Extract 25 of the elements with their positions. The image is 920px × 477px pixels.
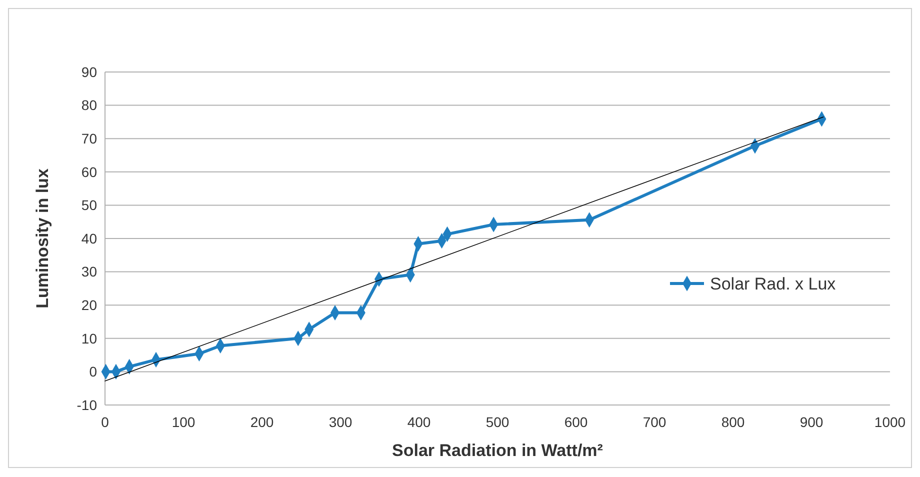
y-tick-label: 20: [81, 297, 98, 313]
y-axis-title: Luminosity in lux: [33, 168, 52, 308]
x-tick-label: 900: [800, 414, 824, 430]
y-tick-label: -10: [76, 396, 98, 413]
x-tick-label: 800: [721, 414, 745, 430]
x-tick-label: 400: [407, 414, 431, 430]
x-tick-label: 0: [101, 414, 110, 430]
x-axis-title: Solar Radiation in Watt/m²: [392, 441, 604, 460]
y-tick-label: 50: [81, 197, 98, 214]
x-tick-label: 500: [486, 414, 510, 430]
y-tick-label: 60: [81, 164, 98, 180]
x-tick-label: 1000: [874, 414, 906, 430]
y-tick-label: 10: [81, 330, 98, 346]
y-tick-label: 0: [89, 364, 98, 380]
y-tick-label: 90: [81, 64, 98, 80]
y-tick-label: 70: [81, 130, 98, 146]
x-tick-label: 100: [172, 414, 196, 430]
y-tick-label: 30: [81, 264, 98, 280]
x-tick-label: 200: [250, 414, 274, 430]
x-tick-label: 700: [642, 414, 666, 430]
y-tick-label: 80: [81, 97, 98, 114]
legend-label: Solar Rad. x Lux: [710, 274, 836, 294]
y-tick-label: 40: [81, 230, 98, 246]
x-tick-label: 300: [328, 414, 352, 430]
x-tick-label: 600: [564, 414, 588, 430]
